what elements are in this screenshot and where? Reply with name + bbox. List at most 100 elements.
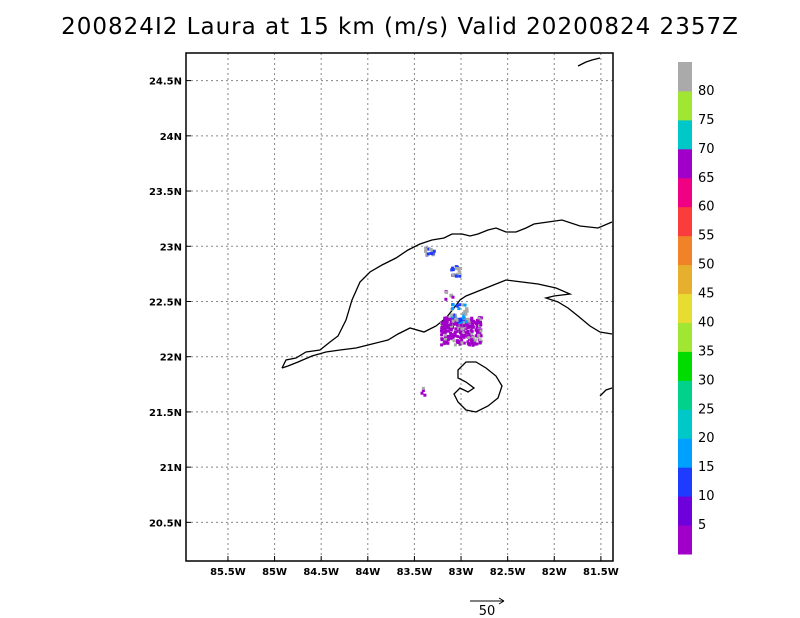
colorbar-label: 30: [698, 373, 715, 388]
chart-title: 200824I2 Laura at 15 km (m/s) Valid 2020…: [61, 14, 739, 40]
wind-cell: [447, 318, 451, 321]
grid-lines: [186, 53, 613, 561]
wind-cell: [457, 307, 461, 311]
wind-cell: [449, 294, 453, 297]
wind-cell: [476, 319, 480, 323]
wind-cell: [462, 324, 466, 328]
wind-cell: [466, 326, 470, 329]
wind-cell: [445, 316, 449, 320]
wind-cell: [470, 318, 474, 322]
wind-cell: [451, 307, 455, 310]
wind-cell: [440, 329, 443, 333]
wind-cell: [479, 316, 483, 320]
wind-cell: [467, 336, 471, 340]
cayman-coastline: [599, 387, 613, 397]
wind-cell: [473, 342, 477, 346]
wind-cell: [426, 247, 429, 251]
wind-cell: [467, 342, 471, 345]
colorbar-label: 75: [698, 113, 715, 128]
isla-juventud-coastline: [453, 361, 503, 413]
wind-cell: [477, 316, 481, 320]
colorbar-segment: [678, 380, 692, 410]
wind-cell: [454, 330, 457, 334]
wind-cell: [458, 271, 462, 274]
wind-cell: [456, 339, 460, 343]
wind-cell: [444, 319, 448, 323]
axis-ticks: 24.5N 24N 23.5N 23N 22.5N 22N 21.5N 21N 20.5N 85.…: [149, 77, 619, 578]
wind-cell: [456, 335, 460, 339]
wind-cell: [447, 334, 450, 338]
wind-cell: [458, 319, 462, 322]
wind-cell: [479, 323, 483, 327]
lon-tick-label: 85W: [262, 567, 287, 578]
wind-cell: [478, 318, 482, 322]
colorbar-segment: [678, 293, 692, 323]
wind-cell: [470, 325, 474, 329]
colorbar-segment: [678, 90, 692, 121]
wind-cell: [440, 333, 444, 337]
lon-tick-label: 85.5W: [210, 567, 246, 578]
wind-cell: [426, 252, 430, 256]
cuba-coastline-south: [281, 279, 613, 369]
wind-cell: [424, 249, 427, 253]
wind-cell: [423, 393, 427, 397]
wind-cell: [455, 323, 459, 327]
colorbar-segment: [678, 496, 692, 526]
wind-cell: [465, 318, 468, 322]
colorbar-segment: [678, 119, 692, 150]
colorbar-segment: [678, 148, 692, 179]
wind-cell: [456, 326, 460, 330]
wind-cell: [459, 336, 462, 340]
colorbar-label: 40: [698, 315, 715, 330]
wind-cell: [471, 343, 475, 347]
wind-cell: [470, 332, 474, 336]
wind-cell: [459, 323, 463, 327]
wind-cell: [462, 321, 466, 325]
wind-cell: [459, 267, 463, 270]
scale-vector: 50: [470, 597, 505, 618]
colorbar-segment: [678, 467, 692, 497]
wind-cell: [465, 307, 468, 311]
wind-cell: [467, 317, 470, 321]
wind-cell: [458, 328, 462, 332]
lat-tick-label: 24N: [160, 132, 182, 143]
coastline: [281, 57, 613, 413]
lon-tick-label: 82W: [542, 567, 567, 578]
wind-cell: [470, 341, 474, 345]
wind-cell: [460, 338, 464, 342]
lat-tick-label: 22N: [160, 353, 182, 364]
colorbar-segment: [678, 409, 692, 439]
wind-cell: [479, 321, 482, 324]
wind-cell: [430, 252, 434, 256]
wind-vectors: [420, 246, 483, 397]
wind-cell: [457, 269, 461, 272]
wind-cell: [445, 324, 449, 328]
wind-cell: [456, 267, 460, 271]
wind-cell: [420, 391, 424, 395]
wind-cell: [461, 303, 465, 307]
wind-cell: [479, 329, 483, 333]
colorbar-label: 25: [698, 402, 715, 417]
wind-cell: [462, 341, 466, 345]
wind-cell: [470, 316, 474, 320]
wind-cell: [471, 323, 475, 327]
wind-cell: [463, 309, 467, 313]
wind-cell: [421, 389, 425, 392]
colorbar-label: 15: [698, 460, 715, 475]
wind-cell: [444, 337, 447, 341]
lon-tick-label: 84.5W: [303, 567, 339, 578]
wind-cell: [440, 326, 444, 330]
lat-tick-label: 20.5N: [149, 518, 182, 529]
wind-cell: [475, 325, 479, 329]
lon-tick-label: 83.5W: [397, 567, 433, 578]
wind-cell: [470, 321, 474, 325]
colorbar-label: 80: [698, 84, 715, 99]
wind-cell: [454, 317, 458, 321]
wind-cell: [466, 330, 470, 334]
wind-cell: [452, 339, 456, 343]
wind-cell: [478, 338, 482, 342]
wind-cell: [465, 326, 469, 330]
wind-cell: [454, 313, 457, 317]
wind-cell: [470, 338, 474, 342]
lat-tick-label: 21N: [160, 463, 182, 474]
